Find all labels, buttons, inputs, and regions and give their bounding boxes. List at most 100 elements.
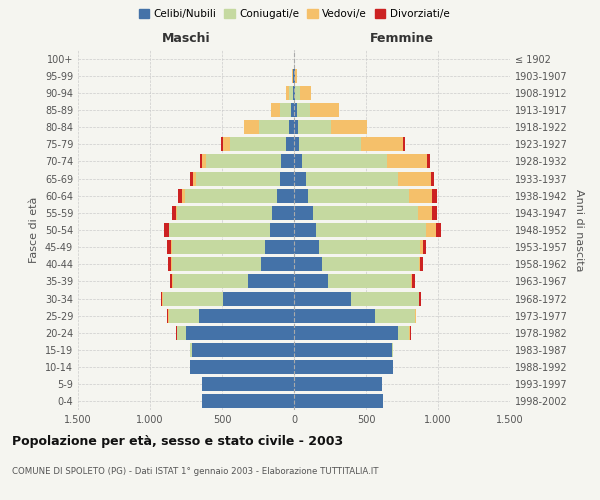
Bar [178, 188, 182, 202]
Bar [294, 154, 302, 168]
Bar [419, 258, 420, 272]
Bar [431, 172, 434, 185]
Bar [202, 394, 294, 408]
Bar [392, 343, 394, 357]
Bar [432, 188, 437, 202]
Text: Popolazione per età, sesso e stato civile - 2003: Popolazione per età, sesso e stato civil… [12, 435, 343, 448]
Bar [169, 223, 270, 237]
Bar [176, 206, 178, 220]
Bar [294, 360, 394, 374]
Bar [294, 292, 351, 306]
Bar [289, 86, 293, 100]
Bar [171, 240, 172, 254]
Bar [286, 138, 294, 151]
Bar [172, 258, 261, 272]
Text: Maschi: Maschi [161, 32, 211, 45]
Bar [294, 188, 308, 202]
Bar [168, 258, 171, 272]
Bar [280, 172, 294, 185]
Bar [294, 120, 298, 134]
Y-axis label: Anni di nascita: Anni di nascita [574, 188, 584, 271]
Bar [294, 172, 305, 185]
Bar [351, 292, 419, 306]
Bar [196, 172, 280, 185]
Bar [374, 308, 415, 322]
Bar [202, 378, 294, 392]
Bar [420, 240, 423, 254]
Text: COMUNE DI SPOLETO (PG) - Dati ISTAT 1° gennaio 2003 - Elaborazione TUTTITALIA.IT: COMUNE DI SPOLETO (PG) - Dati ISTAT 1° g… [12, 468, 379, 476]
Bar [192, 343, 294, 357]
Bar [281, 154, 294, 168]
Bar [294, 86, 295, 100]
Bar [387, 154, 427, 168]
Bar [419, 292, 421, 306]
Bar [291, 103, 294, 117]
Bar [331, 120, 367, 134]
Bar [319, 240, 420, 254]
Bar [168, 308, 169, 322]
Bar [277, 188, 294, 202]
Bar [294, 308, 374, 322]
Bar [409, 326, 410, 340]
Bar [170, 274, 172, 288]
Bar [171, 258, 172, 272]
Bar [164, 223, 169, 237]
Bar [297, 103, 310, 117]
Bar [310, 103, 338, 117]
Bar [322, 258, 419, 272]
Bar [167, 240, 171, 254]
Bar [398, 172, 431, 185]
Bar [294, 394, 383, 408]
Bar [328, 274, 412, 288]
Bar [163, 292, 223, 306]
Bar [298, 120, 331, 134]
Bar [261, 258, 294, 272]
Bar [412, 274, 415, 288]
Bar [420, 258, 423, 272]
Bar [190, 360, 294, 374]
Bar [300, 86, 311, 100]
Bar [248, 274, 294, 288]
Bar [176, 326, 178, 340]
Bar [403, 138, 405, 151]
Bar [193, 172, 196, 185]
Bar [178, 326, 186, 340]
Bar [169, 308, 199, 322]
Bar [270, 223, 294, 237]
Bar [289, 120, 294, 134]
Bar [294, 258, 322, 272]
Bar [313, 206, 418, 220]
Bar [295, 68, 297, 82]
Legend: Celibi/Nubili, Coniugati/e, Vedovi/e, Divorziati/e: Celibi/Nubili, Coniugati/e, Vedovi/e, Di… [134, 5, 454, 23]
Bar [294, 223, 316, 237]
Bar [221, 138, 223, 151]
Bar [206, 154, 281, 168]
Bar [190, 172, 193, 185]
Bar [294, 326, 398, 340]
Bar [415, 308, 416, 322]
Bar [294, 274, 328, 288]
Bar [186, 326, 294, 340]
Bar [223, 138, 230, 151]
Bar [432, 206, 437, 220]
Bar [265, 240, 294, 254]
Bar [308, 188, 409, 202]
Bar [294, 68, 295, 82]
Bar [199, 308, 294, 322]
Bar [398, 326, 409, 340]
Bar [230, 138, 286, 151]
Bar [172, 274, 173, 288]
Bar [161, 292, 162, 306]
Bar [294, 103, 297, 117]
Bar [294, 343, 392, 357]
Bar [409, 188, 432, 202]
Bar [295, 86, 300, 100]
Bar [182, 188, 185, 202]
Bar [162, 292, 163, 306]
Bar [202, 154, 206, 168]
Bar [286, 86, 289, 100]
Bar [172, 240, 265, 254]
Bar [423, 240, 427, 254]
Bar [272, 206, 294, 220]
Bar [427, 154, 430, 168]
